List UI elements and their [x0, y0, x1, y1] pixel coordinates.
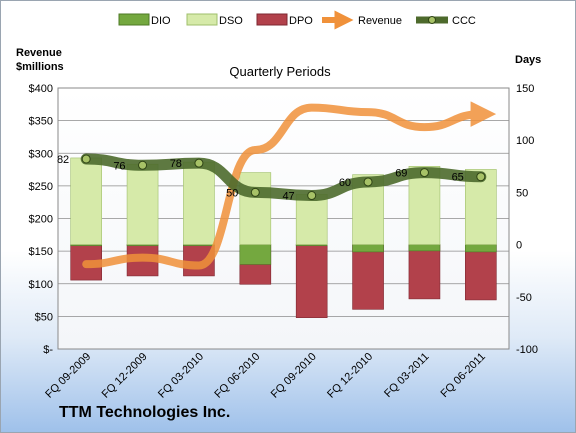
x-tick-label: FQ 06-2010 [212, 351, 262, 401]
right-tick-label: -50 [516, 292, 532, 304]
ccc-point [307, 191, 317, 201]
bar-dso [70, 157, 102, 245]
left-tick-label: $50 [35, 311, 53, 323]
right-tick-label: 50 [516, 187, 528, 199]
ccc-data-label: 69 [395, 168, 407, 180]
legend-label-ccc: CCC [452, 15, 476, 27]
legend: DIO DSO DPO Revenue CCC [118, 10, 476, 30]
left-tick-label: $250 [29, 181, 53, 193]
legend-label-revenue: Revenue [358, 15, 402, 27]
bar-dso [295, 194, 328, 245]
revenue-line [82, 101, 497, 270]
right-tick-label: 150 [516, 83, 534, 95]
left-tick-label: $400 [29, 83, 53, 95]
left-tick-label: $100 [29, 279, 53, 291]
legend-label-dpo: DPO [289, 15, 313, 27]
left-tick-label: $350 [29, 116, 53, 128]
ccc-line [80, 153, 487, 202]
ccc-data-label: 78 [170, 158, 182, 170]
right-tick-label: 0 [516, 240, 522, 252]
ccc-data-label: 65 [452, 172, 464, 184]
x-tick-label: FQ 03-2011 [382, 351, 431, 400]
x-axis: FQ 09-2009 FQ 12-2009 FQ 03-2010 FQ 06-2010… [43, 351, 488, 401]
legend-marker-ccc [428, 16, 436, 24]
ccc-point [138, 160, 148, 170]
bar-dio [408, 244, 441, 252]
legend-swatch-dpo [256, 13, 288, 26]
bar-dso [183, 161, 215, 245]
left-axis-title-line1: Revenue [16, 47, 62, 59]
ccc-point [363, 177, 373, 187]
x-tick-label: FQ 03-2010 [156, 351, 206, 401]
right-tick-label: -100 [516, 344, 538, 356]
bar-dio [465, 244, 497, 253]
ccc-point [419, 168, 429, 178]
bar-dpo [465, 244, 497, 301]
bar-dso [239, 172, 272, 245]
ccc-data-label: 60 [339, 177, 351, 189]
left-tick-label: $300 [29, 148, 53, 160]
bar-dso [126, 163, 159, 245]
legend-swatch-dso [186, 13, 218, 26]
bar-dpo [295, 244, 328, 318]
x-tick-label: FQ 09-2010 [269, 351, 319, 401]
legend-label-dso: DSO [219, 15, 243, 27]
plot-title: Quarterly Periods [229, 64, 331, 79]
left-tick-label: $200 [29, 214, 53, 226]
ccc-point [194, 158, 204, 168]
ccc-data-label: 50 [226, 187, 238, 199]
ccc-data-label: 76 [113, 160, 125, 172]
bar-dio [352, 244, 384, 253]
left-axis: $- $50 $100 $150 $200 $250 $300 $350 $400 [29, 83, 54, 356]
ccc-series: 82 76 78 50 47 60 69 65 [57, 153, 487, 203]
company-name: TTM Technologies Inc. [59, 404, 231, 421]
bar-dso [408, 166, 441, 245]
ccc-data-label: 82 [57, 154, 69, 166]
x-tick-label: FQ 09-2009 [43, 351, 93, 401]
legend-swatch-dio [118, 13, 150, 26]
left-tick-label: $150 [29, 246, 53, 258]
ccc-point [250, 187, 260, 197]
revenue-series [82, 101, 497, 270]
bar-dio [239, 244, 272, 265]
x-tick-label: FQ 06-2011 [439, 351, 488, 400]
right-axis: -100 -50 0 50 100 150 [516, 83, 538, 356]
bar-dpo [408, 244, 441, 300]
x-tick-label: FQ 12-2010 [325, 351, 375, 401]
legend-label-dio: DIO [151, 15, 171, 27]
x-tick-label: FQ 12-2009 [100, 351, 150, 401]
bar-dpo [352, 244, 384, 310]
ccc-point [476, 172, 486, 182]
ccc-point [81, 154, 91, 164]
left-tick-label: $- [43, 344, 53, 356]
right-tick-label: 100 [516, 135, 534, 147]
chart-svg: DIO DSO DPO Revenue CCC Revenue $million… [16, 10, 541, 401]
right-axis-title: Days [515, 54, 541, 66]
ccc-data-label: 47 [282, 191, 294, 203]
left-axis-title-line2: $millions [16, 61, 64, 73]
